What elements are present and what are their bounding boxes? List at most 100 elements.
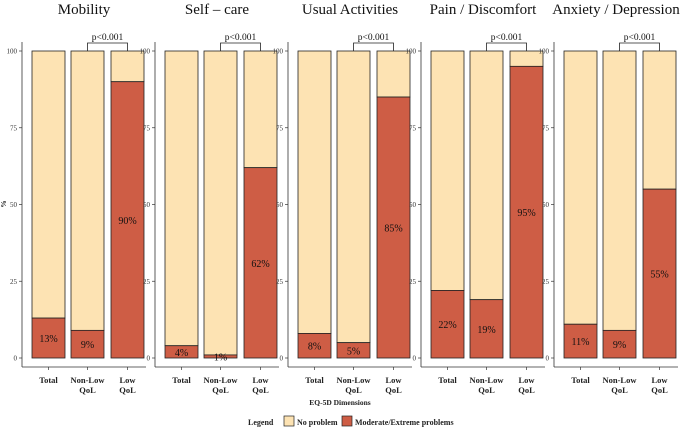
x-tick-label: Low QoL xyxy=(651,375,668,395)
x-axis-label: EQ-5D Dimensions xyxy=(309,398,371,407)
y-tick-label: 50 xyxy=(542,201,550,209)
x-tick-label: Total xyxy=(571,375,590,385)
y-tick-label: 50 xyxy=(143,201,151,209)
bar-problem xyxy=(376,96,411,359)
bar-problem xyxy=(164,345,199,359)
x-tick-label: Total xyxy=(305,375,324,385)
panel-3: Usual Activities 0 25 50 75 100 8% Total 5% Non-L… xyxy=(273,2,412,395)
bar-no-problem xyxy=(563,50,598,325)
x-tick-label: Low QoL xyxy=(385,375,402,395)
x-tick-label: Non-Low QoL xyxy=(602,375,637,395)
bar-no-problem xyxy=(110,50,145,83)
significance-bracket xyxy=(353,42,394,51)
p-value-label: p<0.001 xyxy=(491,33,523,43)
legend-swatch xyxy=(341,415,353,427)
p-value-label: p<0.001 xyxy=(225,33,257,43)
legend-swatch xyxy=(283,415,295,427)
x-tick-label: Non-Low QoL xyxy=(336,375,371,395)
legend: Legend No problem Moderate/Extreme problem… xyxy=(248,415,454,427)
bar-no-problem xyxy=(336,50,371,344)
data-label: 95% xyxy=(517,208,535,219)
x-tick-label: Low QoL xyxy=(252,375,269,395)
y-tick-label: 25 xyxy=(542,278,550,286)
y-tick-label: 25 xyxy=(276,278,284,286)
legend-label: No problem xyxy=(297,418,338,427)
y-tick-label: 0 xyxy=(413,355,417,363)
significance-bracket xyxy=(220,42,261,51)
p-value-label: p<0.001 xyxy=(358,33,390,43)
data-label: 85% xyxy=(384,224,402,235)
bar-problem xyxy=(243,167,278,359)
bar-no-problem xyxy=(430,50,465,291)
data-label: 9% xyxy=(613,340,626,351)
data-label: 55% xyxy=(650,270,668,281)
y-tick-label: 75 xyxy=(10,124,18,132)
x-tick-label: Total xyxy=(172,375,191,385)
significance-bracket xyxy=(486,42,527,51)
y-tick-label: 100 xyxy=(539,48,550,56)
y-tick-label: 0 xyxy=(280,355,284,363)
data-label: 8% xyxy=(308,342,321,353)
y-tick-label: 100 xyxy=(140,48,151,56)
x-tick-label: Non-Low QoL xyxy=(469,375,504,395)
panel-title: Anxiety / Depression xyxy=(552,2,680,18)
data-label: 1% xyxy=(214,352,227,363)
bar-no-problem xyxy=(243,50,278,169)
y-tick-label: 0 xyxy=(14,355,18,363)
significance-bracket xyxy=(619,42,660,51)
y-tick-label: 25 xyxy=(143,278,151,286)
legend-title: Legend xyxy=(248,418,274,427)
bar-problem xyxy=(563,323,598,359)
y-tick-label: 75 xyxy=(276,124,284,132)
data-label: 5% xyxy=(347,346,360,357)
data-label: 4% xyxy=(175,348,188,359)
x-tick-label: Non-Low QoL xyxy=(203,375,238,395)
panel-2: Self – care 0 25 50 75 100 4% Total 1% Non-Low QoL… xyxy=(140,2,279,395)
y-tick-label: 50 xyxy=(276,201,284,209)
bar-no-problem xyxy=(70,50,105,331)
y-axis-label: % xyxy=(0,200,8,208)
x-tick-label: Total xyxy=(39,375,58,385)
bar-problem xyxy=(602,329,637,359)
bar-problem xyxy=(642,188,677,359)
panels: Mobility 0 25 50 75 100 13% Total 9% Non-Low QoL 90… xyxy=(7,2,681,395)
p-value-label: p<0.001 xyxy=(92,33,124,43)
y-tick-label: 75 xyxy=(143,124,151,132)
bar-problem xyxy=(430,290,465,359)
bar-no-problem xyxy=(602,50,637,331)
y-tick-label: 100 xyxy=(7,48,18,56)
data-label: 90% xyxy=(118,216,136,227)
panel-title: Usual Activities xyxy=(302,2,398,18)
bar-no-problem xyxy=(203,50,238,356)
panel-5: Anxiety / Depression 0 25 50 75 100 11% Total 9%… xyxy=(539,2,681,395)
x-tick-label: Non-Low QoL xyxy=(70,375,105,395)
data-label: 9% xyxy=(81,340,94,351)
x-tick-label: Total xyxy=(438,375,457,385)
bar-problem xyxy=(110,81,145,359)
panel-title: Mobility xyxy=(58,2,111,18)
data-label: 62% xyxy=(251,259,269,270)
bar-problem xyxy=(297,333,332,359)
x-tick-label: Low QoL xyxy=(119,375,136,395)
bar-no-problem xyxy=(164,50,199,347)
bar-no-problem xyxy=(469,50,504,301)
panel-4: Pain / Discomfort 0 25 50 75 100 22% Total 19% No… xyxy=(406,2,545,395)
y-tick-label: 25 xyxy=(10,278,18,286)
y-tick-label: 100 xyxy=(273,48,284,56)
x-tick-label: Low QoL xyxy=(518,375,535,395)
significance-bracket xyxy=(87,42,128,51)
panel-title: Pain / Discomfort xyxy=(430,2,537,18)
panel-title: Self – care xyxy=(185,2,249,18)
data-label: 13% xyxy=(39,334,57,345)
data-label: 19% xyxy=(477,325,495,336)
y-tick-label: 0 xyxy=(546,355,550,363)
y-tick-label: 50 xyxy=(409,201,417,209)
p-value-label: p<0.001 xyxy=(624,33,656,43)
bar-no-problem xyxy=(31,50,66,319)
bar-problem xyxy=(469,299,504,359)
y-tick-label: 75 xyxy=(409,124,417,132)
bar-problem xyxy=(336,342,371,359)
bar-problem xyxy=(31,317,66,359)
panel-1: Mobility 0 25 50 75 100 13% Total 9% Non-Low QoL 90… xyxy=(7,2,146,395)
